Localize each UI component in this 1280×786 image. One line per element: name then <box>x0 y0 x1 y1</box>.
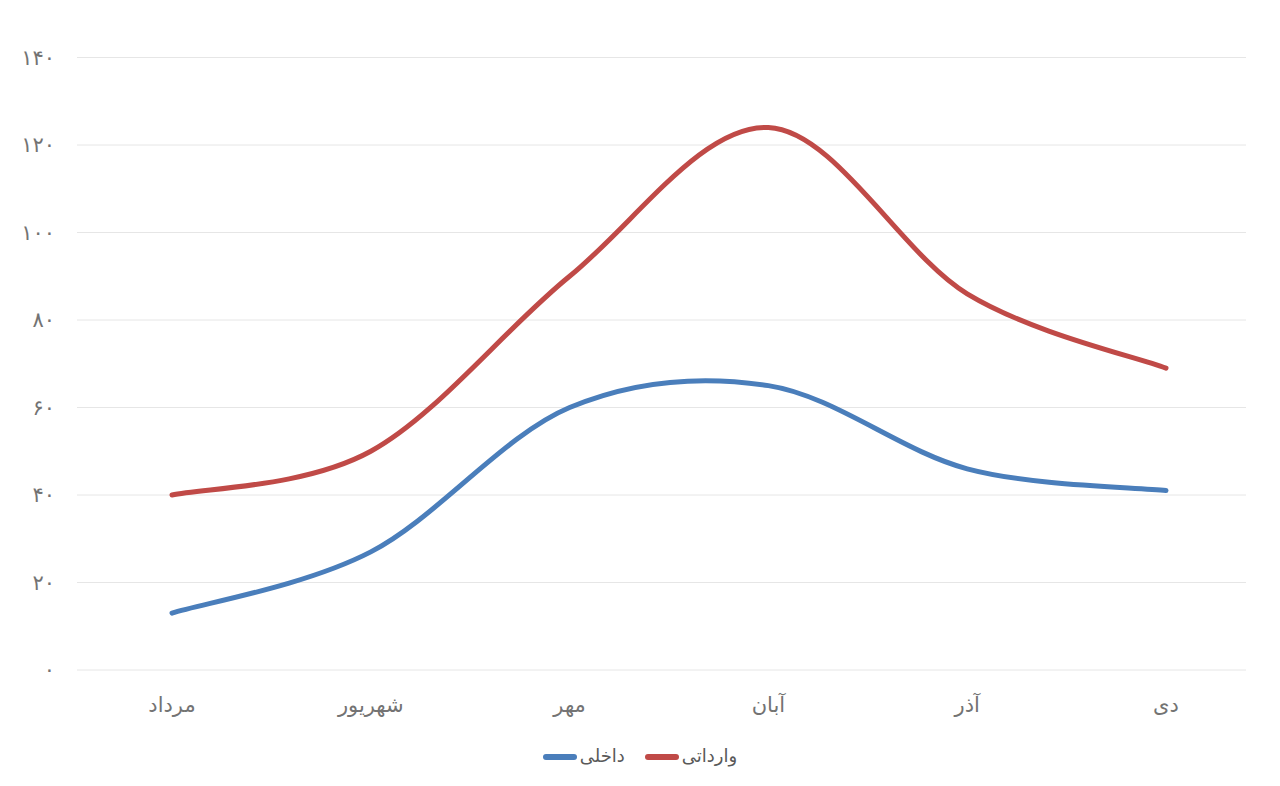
series-lines <box>172 127 1166 613</box>
y-tick-label: ۸۰ <box>32 308 55 332</box>
line-chart: ۰ ۲۰ ۴۰ ۶۰ ۸۰ ۱۰۰ ۱۲۰ ۱۴۰ مرداد شهریور مهر آبان آذر… <box>0 0 1280 786</box>
y-tick-label: ۴۰ <box>32 483 55 507</box>
chart-canvas: ۰ ۲۰ ۴۰ ۶۰ ۸۰ ۱۰۰ ۱۲۰ ۱۴۰ مرداد شهریور مهر آبان آذر… <box>0 0 1280 786</box>
y-tick-label: ۰ <box>44 658 55 682</box>
x-tick-label: آبان <box>752 692 787 717</box>
y-tick-label: ۲۰ <box>32 571 55 595</box>
legend-label-domestic: داخلی <box>580 747 625 767</box>
series-line-domestic <box>172 381 1166 614</box>
y-tick-label: ۱۰۰ <box>21 221 55 245</box>
x-tick-label: دی <box>1153 693 1179 717</box>
x-tick-label: شهریور <box>337 693 404 717</box>
y-axis-tick-labels: ۰ ۲۰ ۴۰ ۶۰ ۸۰ ۱۰۰ ۱۲۰ ۱۴۰ <box>21 46 55 683</box>
y-tick-label: ۱۴۰ <box>21 46 55 70</box>
series-line-imported <box>172 127 1166 495</box>
y-tick-label: ۶۰ <box>32 396 55 420</box>
legend-item-imported[interactable]: وارداتی <box>645 747 737 767</box>
gridlines <box>77 58 1246 671</box>
x-tick-label: آذر <box>954 692 981 717</box>
legend-swatch-imported <box>645 754 679 760</box>
x-tick-label: مرداد <box>148 693 195 717</box>
legend-swatch-domestic <box>543 754 577 760</box>
chart-legend: داخلی وارداتی <box>0 741 1280 773</box>
x-axis-tick-labels: مرداد شهریور مهر آبان آذر دی <box>148 692 1179 717</box>
x-tick-label: مهر <box>552 693 586 717</box>
legend-label-imported: وارداتی <box>682 747 737 767</box>
y-tick-label: ۱۲۰ <box>21 133 55 157</box>
legend-item-domestic[interactable]: داخلی <box>543 747 625 767</box>
